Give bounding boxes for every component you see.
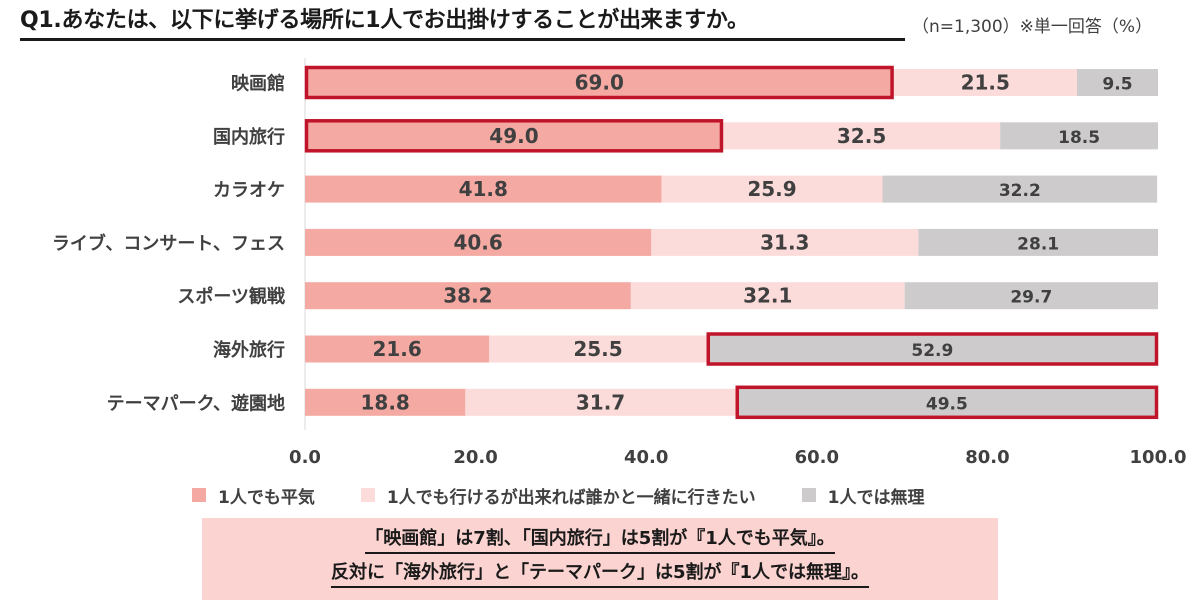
highlight-box xyxy=(706,332,1159,366)
x-tick-label: 60.0 xyxy=(795,447,839,468)
highlight-box xyxy=(304,65,894,100)
bar-segment-s2 xyxy=(722,122,1001,150)
chart-title: Q1.あなたは、以下に挙げる場所に1人でお出掛けすることが出来ますか。 xyxy=(20,6,905,41)
bar-segment-s3 xyxy=(706,335,1158,363)
bar-segment-s3 xyxy=(904,282,1158,310)
bar-segment-s1 xyxy=(305,122,723,150)
x-tick-label: 20.0 xyxy=(453,447,497,468)
data-label: 29.7 xyxy=(1010,288,1052,308)
data-label: 49.0 xyxy=(489,124,538,148)
callout-line-2: 反対に「海外旅行」と「テーマパーク」は5割が『1人では無理』。 xyxy=(330,560,870,588)
data-label: 32.2 xyxy=(999,181,1041,201)
sample-note: （n=1,300）※単一回答（%） xyxy=(912,17,1153,37)
legend-swatch-series1 xyxy=(192,488,206,502)
category-label: 海外旅行 xyxy=(213,339,285,361)
bar-segment-s2 xyxy=(465,388,736,416)
data-label: 49.5 xyxy=(926,394,968,414)
category-label: 国内旅行 xyxy=(213,126,285,148)
legend: 1人でも平気 1人でも行けるが出来れば誰かと一緒に行きたい 1人では無理 xyxy=(192,480,1072,510)
x-tick-label: 100.0 xyxy=(1130,447,1187,468)
category-label: スポーツ観戦 xyxy=(177,286,286,308)
data-label: 31.7 xyxy=(576,390,625,414)
x-tick-label: 40.0 xyxy=(624,447,668,468)
bar-segment-s1 xyxy=(305,69,894,96)
legend-label-series3: 1人では無理 xyxy=(827,487,925,508)
data-label: 28.1 xyxy=(1017,234,1059,254)
highlight-box xyxy=(304,119,724,153)
callout-line-1: 「映画館」は7割、「国内旅行」は5割が『1人でも平気』。 xyxy=(365,526,835,554)
legend-label-series1: 1人でも平気 xyxy=(218,487,315,508)
legend-item-series2: 1人でも行けるが出来れば誰かと一緒に行きたい xyxy=(360,483,756,508)
bar-segment-s1 xyxy=(305,388,466,416)
data-label: 32.1 xyxy=(743,284,792,308)
data-label: 41.8 xyxy=(459,177,508,201)
bar-segment-s3 xyxy=(1076,69,1158,96)
data-label: 21.5 xyxy=(961,71,1010,95)
x-tick-label: 0.0 xyxy=(289,447,321,468)
bar-segment-s1 xyxy=(305,282,631,310)
bar-segment-s1 xyxy=(305,335,490,363)
legend-item-series3: 1人では無理 xyxy=(801,483,925,508)
legend-item-series1: 1人でも平気 xyxy=(192,483,315,508)
x-tick-label: 80.0 xyxy=(965,447,1009,468)
category-label: カラオケ xyxy=(213,180,285,201)
category-label: テーマパーク、遊園地 xyxy=(107,392,285,414)
data-label: 32.5 xyxy=(837,124,886,148)
bar-segment-s1 xyxy=(305,228,652,256)
data-label: 31.3 xyxy=(760,230,809,254)
data-label: 21.6 xyxy=(372,337,421,361)
bar-segment-s2 xyxy=(489,335,707,363)
bar-segment-s2 xyxy=(651,228,919,256)
data-label: 25.9 xyxy=(747,177,796,201)
legend-swatch-series3 xyxy=(801,488,816,502)
bar-segment-s3 xyxy=(1000,122,1158,150)
bar-segment-s3 xyxy=(882,175,1158,203)
bar-segment-s3 xyxy=(918,228,1158,256)
stacked-bar-chart: 映画館 69.0 21.5 9.5 国内旅行 49.0 32.5 18.5 カラオケ 41.8 25… xyxy=(52,58,1187,468)
bar-segment-s2 xyxy=(893,69,1077,96)
category-label: ライブ、コンサート、フェス xyxy=(52,232,285,254)
data-label: 18.8 xyxy=(361,390,410,414)
highlight-box xyxy=(735,385,1159,420)
data-label: 38.2 xyxy=(443,284,492,308)
data-label: 9.5 xyxy=(1102,75,1132,95)
data-label: 25.5 xyxy=(573,337,622,361)
bar-segment-s3 xyxy=(735,388,1158,416)
data-label: 40.6 xyxy=(453,230,502,254)
legend-label-series2: 1人でも行けるが出来れば誰かと一緒に行きたい xyxy=(386,487,756,508)
category-label: 映画館 xyxy=(231,73,285,95)
legend-swatch-series2 xyxy=(360,488,375,502)
data-label: 69.0 xyxy=(575,71,624,95)
data-label: 18.5 xyxy=(1058,128,1100,148)
bar-segment-s2 xyxy=(630,282,905,310)
bar-segment-s2 xyxy=(661,175,883,203)
bar-segment-s1 xyxy=(305,175,662,203)
data-label: 52.9 xyxy=(911,341,953,361)
summary-callout: 「映画館」は7割、「国内旅行」は5割が『1人でも平気』。 反対に「海外旅行」と「… xyxy=(202,518,998,600)
